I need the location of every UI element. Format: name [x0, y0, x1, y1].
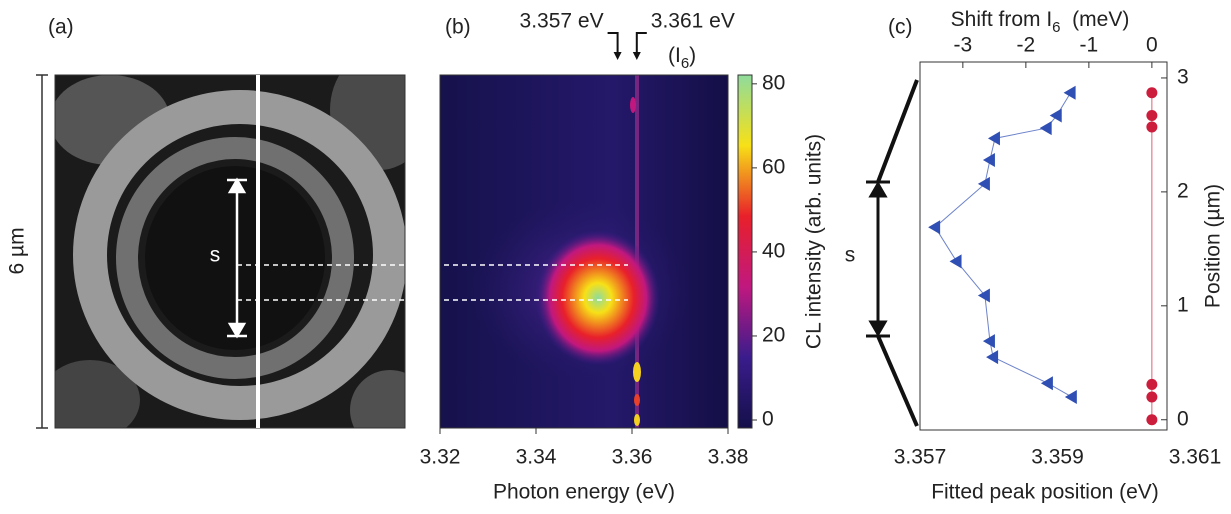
- point: [1146, 87, 1158, 99]
- panel-frame: [919, 61, 1168, 431]
- guide-lines: [237, 264, 628, 301]
- point: [1040, 376, 1053, 391]
- colorbar: [737, 74, 753, 429]
- y-axis-label: Position (µm): [1202, 184, 1225, 308]
- x2-tick-label: -3: [954, 34, 973, 57]
- x2-axis-label-part: Shift from I: [951, 8, 1053, 31]
- x-tick-label: 3.38: [708, 446, 749, 469]
- point: [986, 350, 999, 365]
- marker-note: (I6): [668, 44, 696, 73]
- marker-arrowhead: [613, 52, 622, 60]
- marker-arrow: [635, 32, 647, 56]
- point: [977, 176, 990, 191]
- y-tick-label: 0: [1177, 407, 1189, 430]
- colorbar-tick-label: 60: [762, 155, 785, 178]
- x-tick-label: 3.357: [894, 446, 947, 469]
- marker-label: 3.357 eV: [520, 10, 604, 33]
- colorbar-tick-label: 0: [762, 408, 774, 431]
- x2-tick-label: -2: [1017, 34, 1036, 57]
- colorbar-tick-label: 20: [762, 324, 785, 347]
- point: [977, 288, 990, 303]
- point: [987, 131, 1000, 146]
- x2-axis-label: Shift from I6 (meV): [951, 8, 1130, 37]
- panel-label: (a): [48, 16, 74, 39]
- point: [1049, 108, 1062, 123]
- y-tick-label: 2: [1177, 179, 1189, 202]
- x-axis-label: Fitted peak position (eV): [931, 481, 1159, 504]
- heatmap: [440, 75, 728, 428]
- point: [1146, 414, 1158, 426]
- point: [982, 152, 995, 167]
- marker-arrow: [607, 32, 619, 56]
- annotation: s: [845, 244, 856, 267]
- annotation: s: [210, 244, 221, 267]
- point: [1039, 121, 1052, 136]
- s-arrow: [227, 177, 247, 339]
- scale-label: 6 µm: [6, 227, 29, 274]
- panel-label: (b): [445, 16, 471, 39]
- scale-bar: [36, 74, 48, 429]
- panel-label: (c): [888, 16, 913, 39]
- x-tick-label: 3.361: [1169, 446, 1222, 469]
- marker-note-part: (I: [668, 44, 681, 67]
- point: [928, 220, 941, 235]
- x2-tick-label: 0: [1146, 34, 1158, 57]
- marker-note-sub: 6: [681, 55, 689, 72]
- marker-note-part: ): [689, 44, 696, 67]
- plot-frame: [439, 74, 729, 429]
- panel-frame: [54, 74, 406, 429]
- x-tick-label: 3.32: [420, 446, 461, 469]
- x-axis-label: Photon energy (eV): [493, 481, 675, 504]
- x2-axis-label-part: (meV): [1061, 8, 1130, 31]
- micrograph: [55, 75, 405, 428]
- point: [1146, 110, 1158, 122]
- x-tick-label: 3.36: [612, 446, 653, 469]
- s-arrow: [866, 180, 890, 338]
- x2-tick-label: -1: [1080, 34, 1099, 57]
- point: [1146, 391, 1158, 403]
- colorbar-label: CL intensity (arb. units): [803, 134, 826, 349]
- y-tick-label: 3: [1177, 65, 1189, 88]
- x-tick-label: 3.34: [516, 446, 557, 469]
- colorbar-tick-label: 40: [762, 239, 785, 262]
- y-tick-label: 1: [1177, 293, 1189, 316]
- point: [982, 334, 995, 349]
- marker-arrowhead: [632, 52, 641, 60]
- colorbar-tick-label: 80: [762, 71, 785, 94]
- point: [949, 254, 962, 269]
- x2-axis-label-sub: 6: [1052, 19, 1060, 36]
- zoom-lines: [876, 79, 919, 427]
- x-tick-label: 3.359: [1031, 446, 1084, 469]
- marker-label: 3.361 eV: [651, 10, 735, 33]
- point: [1063, 85, 1076, 100]
- point: [1064, 389, 1077, 404]
- point: [1146, 378, 1158, 390]
- series-line: [934, 92, 1073, 398]
- point: [1146, 121, 1158, 133]
